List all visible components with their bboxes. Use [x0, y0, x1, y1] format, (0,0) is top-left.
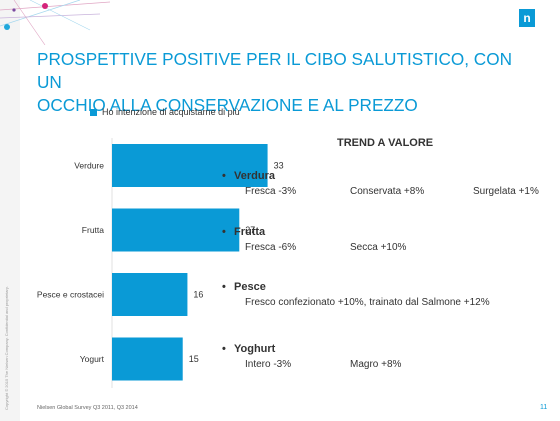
category-label: Verdure	[74, 161, 104, 171]
trend-heading-yoghurt-text: Yoghurt	[234, 343, 276, 355]
bar-yogurt	[112, 337, 183, 381]
trend-group-verdura: • Verdura Fresca -3% Conservata +8% Surge…	[222, 169, 552, 200]
trend-item-frutta-secca: Secca +10%	[350, 242, 407, 253]
chart-legend: Ho intenzione di acquistarne di più	[90, 107, 240, 117]
category-label: Pesce e crostacei	[37, 290, 104, 300]
bar-verdure	[112, 144, 268, 187]
category-label: Frutta	[82, 225, 104, 235]
decor-dot-pink	[42, 3, 48, 9]
logo-letter: n	[523, 11, 531, 25]
trend-heading-verdura: • Verdura	[222, 170, 275, 182]
trend-heading-yoghurt: • Yoghurt	[222, 343, 276, 355]
data-label: 16	[193, 290, 203, 300]
trend-item-verdura-surgelata: Surgelata +1%	[473, 186, 539, 197]
trend-item-verdura-fresca: Fresca -3%	[245, 186, 297, 197]
footer-source: Nielsen Global Survey Q3 2011, Q3 2014	[37, 405, 138, 411]
trend-group-pesce: • Pesce Fresco confezionato +10%, trainat…	[222, 280, 552, 311]
bar-pesce-e-crostacei	[112, 273, 188, 316]
trend-title: TREND A VALORE	[337, 137, 434, 149]
decor-dot-purple	[12, 8, 16, 12]
trend-item-yoghurt-magro: Magro +8%	[350, 359, 402, 370]
trend-group-frutta: • Frutta Fresca -6% Secca +10%	[222, 225, 552, 256]
category-label: Yogurt	[80, 354, 105, 364]
trend-item-frutta-fresca: Fresca -6%	[245, 242, 297, 253]
data-label: 33	[274, 161, 284, 171]
bar-frutta	[112, 208, 240, 252]
trend-item-pesce-fresco: Fresco confezionato +10%, trainato dal S…	[245, 297, 490, 308]
trend-heading-pesce-text: Pesce	[234, 281, 266, 293]
nielsen-logo: n	[519, 9, 535, 27]
title-line-1: PROSPETTIVE POSITIVE PER IL CIBO SALUTIS…	[37, 49, 512, 92]
trend-row-verdura: Fresca -3% Conservata +8% Surgelata +1%	[222, 186, 552, 200]
trend-group-yoghurt: • Yoghurt Intero -3% Magro +8%	[222, 342, 552, 373]
data-label: 15	[189, 354, 199, 364]
legend-label: Ho intenzione di acquistarne di più	[102, 107, 240, 117]
trend-heading-frutta: • Frutta	[222, 226, 266, 238]
trend-row-frutta: Fresca -6% Secca +10%	[222, 242, 552, 256]
trend-item-verdura-conservata: Conservata +8%	[350, 186, 425, 197]
trend-heading-verdura-text: Verdura	[234, 170, 275, 182]
trend-row-yoghurt: Intero -3% Magro +8%	[222, 359, 552, 373]
legend-swatch	[90, 108, 97, 116]
trend-row-pesce: Fresco confezionato +10%, trainato dal S…	[222, 297, 552, 311]
trend-heading-pesce: • Pesce	[222, 281, 266, 293]
page-title: PROSPETTIVE POSITIVE PER IL CIBO SALUTIS…	[37, 48, 517, 117]
title-line-2: OCCHIO ALLA CONSERVAZIONE E AL PREZZO	[37, 95, 418, 115]
trend-heading-frutta-text: Frutta	[234, 226, 266, 238]
decor-dot-blue	[4, 24, 10, 30]
data-label: 27	[245, 225, 255, 235]
left-margin-strip: Copyright © 2015 The Nielsen Company. Co…	[0, 0, 20, 421]
decorative-lines	[0, 0, 110, 45]
trend-item-yoghurt-intero: Intero -3%	[245, 359, 292, 370]
page-number: 11	[540, 404, 548, 411]
